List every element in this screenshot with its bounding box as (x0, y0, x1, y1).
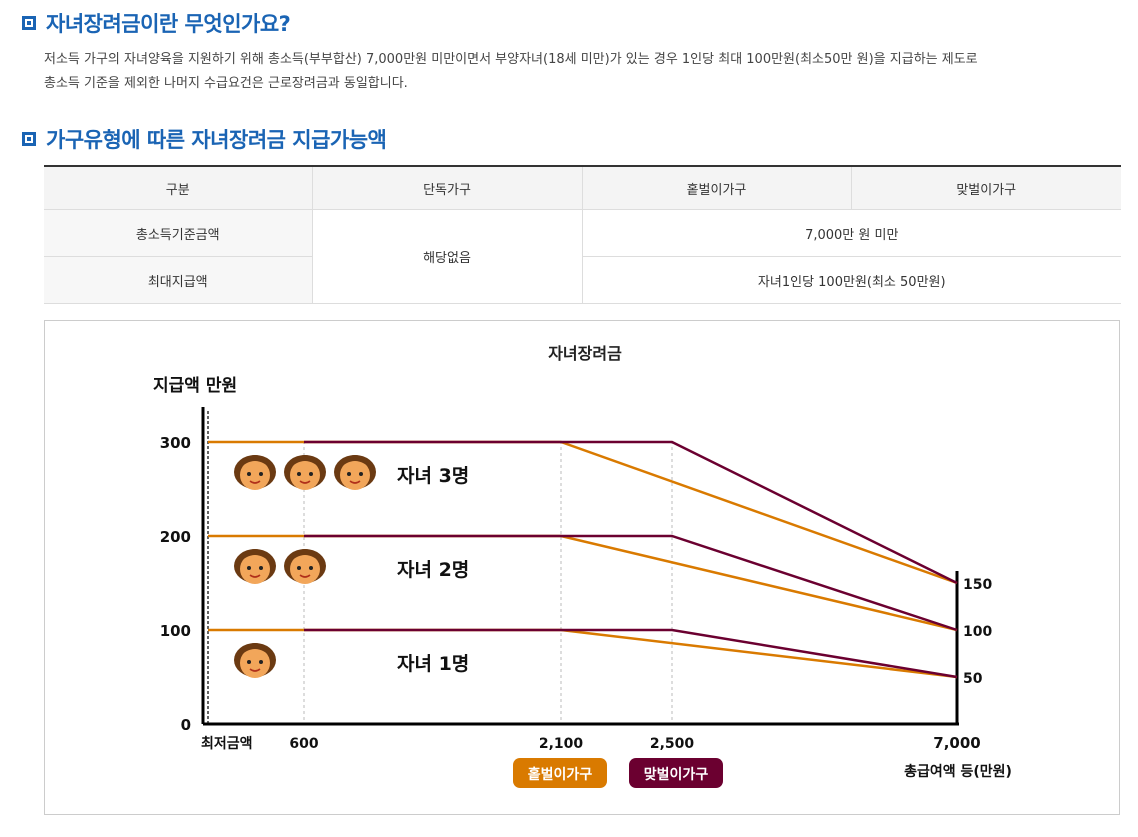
x-tick-label: 2,500 (650, 736, 695, 752)
child-tax-credit-chart: 자녀장려금 지급액 만원 총급여액 등(만원) 0 100 200 300 최저금액 60… (153, 344, 1012, 788)
child-face-icon (284, 549, 326, 584)
section1-description: 저소득 가구의 자녀양육을 지원하기 위해 총소득(부부합산) 7,000만원 … (44, 48, 1134, 96)
eye (297, 472, 301, 476)
child-face-icon (234, 643, 276, 678)
child-face-icon (284, 455, 326, 490)
row-label-income-criteria: 총소득기준금액 (44, 209, 313, 257)
hair-top (238, 455, 272, 470)
right-value-label: 50 (963, 671, 983, 687)
legend-swatch (629, 758, 723, 788)
hair-top (238, 549, 272, 564)
eye (247, 472, 251, 476)
legend-label: 맞벌이가구 (644, 766, 709, 783)
eligibility-table: 구분 단독가구 홑벌이가구 맞벌이가구 총소득기준금액 해당없음 7,000만 … (44, 165, 1121, 304)
x-tick-label: 600 (289, 736, 318, 752)
hair-top (288, 455, 322, 470)
hair-top (338, 455, 372, 470)
table-header: 단독가구 (311, 165, 583, 210)
section2-heading: 가구유형에 따른 자녀장려금 지급가능액 (22, 124, 387, 154)
mouth (299, 480, 311, 484)
square-bullet-icon (22, 132, 36, 146)
eye (309, 472, 313, 476)
face (290, 554, 320, 584)
y-axis-label: 지급액 만원 (153, 376, 237, 396)
table-header: 구분 (44, 165, 313, 210)
chart-container: 자녀장려금 지급액 만원 총급여액 등(만원) 0 100 200 300 최저금액 60… (44, 320, 1120, 815)
table-header: 맞벌이가구 (850, 165, 1121, 210)
y-tick-label: 0 (181, 716, 191, 734)
child-face-icon (234, 549, 276, 584)
legend-dual-income: 맞벌이가구 (629, 758, 723, 788)
eye (259, 566, 263, 570)
face (340, 460, 370, 490)
section2-title: 가구유형에 따른 자녀장려금 지급가능액 (46, 128, 387, 152)
right-value-label: 150 (963, 577, 992, 593)
table-header-row: 구분 단독가구 홑벌이가구 맞벌이가구 (44, 165, 1121, 210)
mouth (249, 668, 261, 672)
eye (259, 472, 263, 476)
description-line2: 총소득 기준을 제외한 나머지 수급요건은 근로장려금과 동일합니다. (44, 76, 408, 91)
square-bullet-icon (22, 16, 36, 30)
series-line (304, 534, 958, 632)
eye (259, 660, 263, 664)
table-row: 최대지급액 자녀1인당 100만원(최소 50만원) (44, 256, 1121, 304)
right-value-label: 100 (963, 624, 992, 640)
child-count-label: 자녀 2명 (397, 559, 469, 581)
x-tick-label: 2,100 (539, 736, 584, 752)
eye (247, 660, 251, 664)
face (240, 460, 270, 490)
eye (309, 566, 313, 570)
face (290, 460, 320, 490)
income-criteria-value: 7,000만 원 미만 (581, 209, 1121, 257)
mouth (349, 480, 361, 484)
eye (359, 472, 363, 476)
y-tick-label: 200 (160, 528, 191, 546)
x-tick-label: 7,000 (933, 734, 980, 752)
hair-top (238, 643, 272, 658)
row-label-max-amount: 최대지급액 (44, 256, 313, 304)
table-header: 홑벌이가구 (581, 165, 852, 210)
legend-swatch (513, 758, 607, 788)
y-tick-label: 300 (160, 434, 191, 452)
child-face-icon (234, 455, 276, 490)
legend-label: 홑벌이가구 (528, 766, 593, 783)
single-household-value: 해당없음 (311, 209, 583, 304)
hair-top (288, 549, 322, 564)
chart-title: 자녀장려금 (548, 344, 622, 363)
x-tick-label: 최저금액 (201, 735, 253, 752)
series-line (208, 534, 958, 632)
section1-title: 자녀장려금이란 무엇인가요? (46, 12, 291, 36)
y-tick-label: 100 (160, 622, 191, 640)
max-amount-value: 자녀1인당 100만원(최소 50만원) (581, 256, 1121, 304)
child-count-label: 자녀 3명 (397, 465, 469, 487)
series-line (208, 628, 958, 679)
x-axis-label: 총급여액 등(만원) (904, 763, 1012, 780)
description-line1: 저소득 가구의 자녀양육을 지원하기 위해 총소득(부부합산) 7,000만원 … (44, 52, 978, 67)
series-line (304, 628, 958, 679)
eye (297, 566, 301, 570)
child-face-icon (334, 455, 376, 490)
eye (347, 472, 351, 476)
eye (247, 566, 251, 570)
mouth (249, 480, 261, 484)
section1-heading: 자녀장려금이란 무엇인가요? (22, 8, 291, 38)
table-row: 총소득기준금액 해당없음 7,000만 원 미만 (44, 209, 1121, 304)
legend-single-income: 홑벌이가구 (513, 758, 607, 788)
series-line (304, 440, 958, 585)
mouth (249, 574, 261, 578)
mouth (299, 574, 311, 578)
face (240, 554, 270, 584)
child-count-label: 자녀 1명 (397, 653, 469, 675)
face (240, 648, 270, 678)
